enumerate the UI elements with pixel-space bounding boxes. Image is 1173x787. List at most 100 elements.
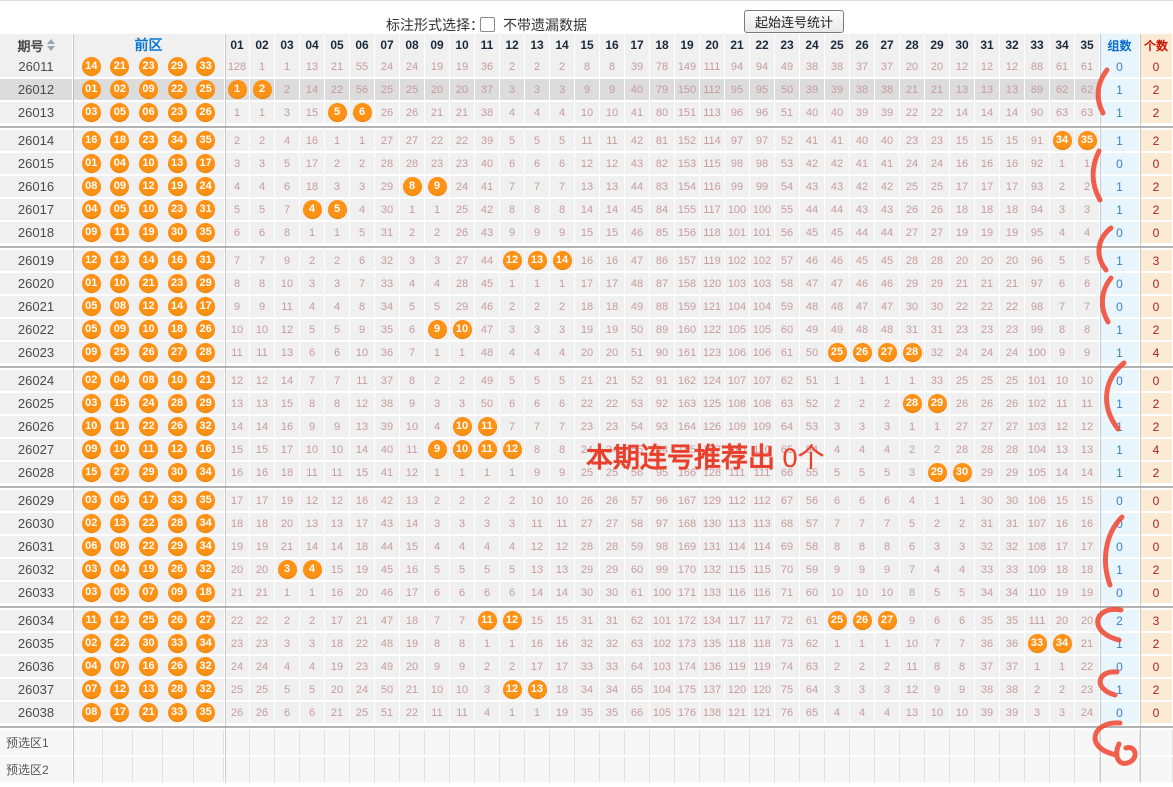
miss-cell: 14 <box>1050 462 1075 483</box>
miss-cell: 53 <box>800 416 825 437</box>
preselect-grid-cell[interactable] <box>325 757 350 782</box>
preselect-grid-cell[interactable] <box>475 730 500 755</box>
preselect-grid-cell[interactable] <box>525 730 550 755</box>
preselect-grid-cell[interactable] <box>975 757 1000 782</box>
preselect-ball-slot[interactable] <box>103 730 134 755</box>
preselect-grid-cell[interactable] <box>300 757 325 782</box>
preselect-grid-cell[interactable] <box>400 730 425 755</box>
preselect-grid-cell[interactable] <box>300 730 325 755</box>
preselect-grid-cell[interactable] <box>350 757 375 782</box>
preselect-ball-slot[interactable] <box>193 730 224 755</box>
preselect-grid-cell[interactable] <box>850 730 875 755</box>
preselect-grid-cell[interactable] <box>750 730 775 755</box>
preselect-grid-cell[interactable] <box>775 730 800 755</box>
preselect-grid-cell[interactable] <box>700 757 725 782</box>
preselect-grid-cell[interactable] <box>325 730 350 755</box>
preselect-grid-cell[interactable] <box>375 757 400 782</box>
miss-cell: 4 <box>300 559 325 580</box>
preselect-grid-cell[interactable] <box>250 757 275 782</box>
preselect-grid-cell[interactable] <box>825 757 850 782</box>
preselect-grid-cell[interactable] <box>900 757 925 782</box>
preselect-grid-cell[interactable] <box>725 757 750 782</box>
preselect-grid-cell[interactable] <box>525 757 550 782</box>
preselect-grid-cell[interactable] <box>875 730 900 755</box>
preselect-grid-cell[interactable] <box>1025 757 1050 782</box>
preselect-grid-cell[interactable] <box>1075 730 1100 755</box>
period-column-header[interactable]: 期号 <box>0 34 73 56</box>
preselect-grid-cell[interactable] <box>500 730 525 755</box>
preselect-grid-cell[interactable] <box>450 757 475 782</box>
preselect-grid-cell[interactable] <box>675 730 700 755</box>
preselect-grid-cell[interactable] <box>825 730 850 755</box>
preselect-grid-cell[interactable] <box>550 730 575 755</box>
preselect-grid-cell[interactable] <box>650 757 675 782</box>
preselect-grid-cell[interactable] <box>950 757 975 782</box>
preselect-grid-cell[interactable] <box>275 757 300 782</box>
preselect-grid-cell[interactable] <box>650 730 675 755</box>
preselect-grid-cell[interactable] <box>925 757 950 782</box>
preselect-grid-cell[interactable] <box>575 730 600 755</box>
preselect-grid-cell[interactable] <box>675 757 700 782</box>
preselect-grid-cell[interactable] <box>275 730 300 755</box>
preselect-grid-cell[interactable] <box>550 757 575 782</box>
miss-cell: 14 <box>550 250 575 271</box>
preselect-grid-cell[interactable] <box>250 730 275 755</box>
preselect-ball-slot[interactable] <box>163 757 194 782</box>
preselect-ball-slot[interactable] <box>73 730 104 755</box>
omit-data-checkbox[interactable] <box>480 17 495 32</box>
front-ball: 09 <box>81 440 101 459</box>
preselect-grid-cell[interactable] <box>1075 757 1100 782</box>
preselect-ball-slot[interactable] <box>133 730 164 755</box>
omit-data-checkbox-label[interactable]: 不带遗漏数据 <box>503 17 587 33</box>
preselect-grid-cell[interactable] <box>750 757 775 782</box>
preselect-ball-slot[interactable] <box>163 730 194 755</box>
preselect-grid-cell[interactable] <box>425 730 450 755</box>
preselect-grid-cell[interactable] <box>575 757 600 782</box>
miss-cell: 112 <box>700 79 725 100</box>
column-header-30: 30 <box>950 34 975 56</box>
preselect-grid-cell[interactable] <box>625 730 650 755</box>
preselect-front-cell[interactable] <box>73 757 225 782</box>
preselect-grid-cell[interactable] <box>775 757 800 782</box>
preselect-grid-cell[interactable] <box>725 730 750 755</box>
preselect-grid-cell[interactable] <box>375 730 400 755</box>
preselect-grid-cell[interactable] <box>400 757 425 782</box>
miss-cell: 16 <box>1075 513 1100 534</box>
preselect-grid-cell[interactable] <box>1025 730 1050 755</box>
preselect-grid-cell[interactable] <box>600 730 625 755</box>
miss-cell: 65 <box>625 679 650 700</box>
preselect-ball-slot[interactable] <box>73 757 104 782</box>
preselect-grid-cell[interactable] <box>875 757 900 782</box>
consecutive-stats-button[interactable]: 起始连号统计 <box>744 10 845 33</box>
preselect-grid-cell[interactable] <box>925 730 950 755</box>
preselect-grid-cell[interactable] <box>425 757 450 782</box>
preselect-grid-cell[interactable] <box>1000 757 1025 782</box>
preselect-grid-cell[interactable] <box>450 730 475 755</box>
preselect-grid-cell[interactable] <box>500 757 525 782</box>
table-row: 26020 01 10 21 23 29 8 8 10 3 3 7 33 4 4 28 45 1 1 1 17 17 48 8… <box>0 273 1173 294</box>
preselect-grid-cell[interactable] <box>475 757 500 782</box>
preselect-grid-cell[interactable] <box>225 730 250 755</box>
preselect-grid-cell[interactable] <box>225 757 250 782</box>
preselect-grid-cell[interactable] <box>1000 730 1025 755</box>
consecutive-ball: 12 <box>502 680 522 699</box>
preselect-grid-cell[interactable] <box>625 757 650 782</box>
preselect-grid-cell[interactable] <box>975 730 1000 755</box>
preselect-grid-cell[interactable] <box>900 730 925 755</box>
preselect-grid-cell[interactable] <box>1050 730 1075 755</box>
preselect-front-cell[interactable] <box>73 730 225 755</box>
preselect-grid-cell[interactable] <box>800 757 825 782</box>
preselect-ball-slot[interactable] <box>133 757 164 782</box>
preselect-grid-cell[interactable] <box>850 757 875 782</box>
preselect-grid-cell[interactable] <box>950 730 975 755</box>
preselect-grid-cell[interactable] <box>350 730 375 755</box>
preselect-grid-cell[interactable] <box>700 730 725 755</box>
preselect-ball-slot[interactable] <box>103 757 134 782</box>
preselect-grid-cell[interactable] <box>800 730 825 755</box>
preselect-ball-slot[interactable] <box>193 757 224 782</box>
preselect-grid-cell[interactable] <box>600 757 625 782</box>
miss-cell: 72 <box>775 610 800 631</box>
miss-cell: 41 <box>875 153 900 174</box>
preselect-grid-cell[interactable] <box>1050 757 1075 782</box>
sort-icon[interactable] <box>46 39 55 51</box>
